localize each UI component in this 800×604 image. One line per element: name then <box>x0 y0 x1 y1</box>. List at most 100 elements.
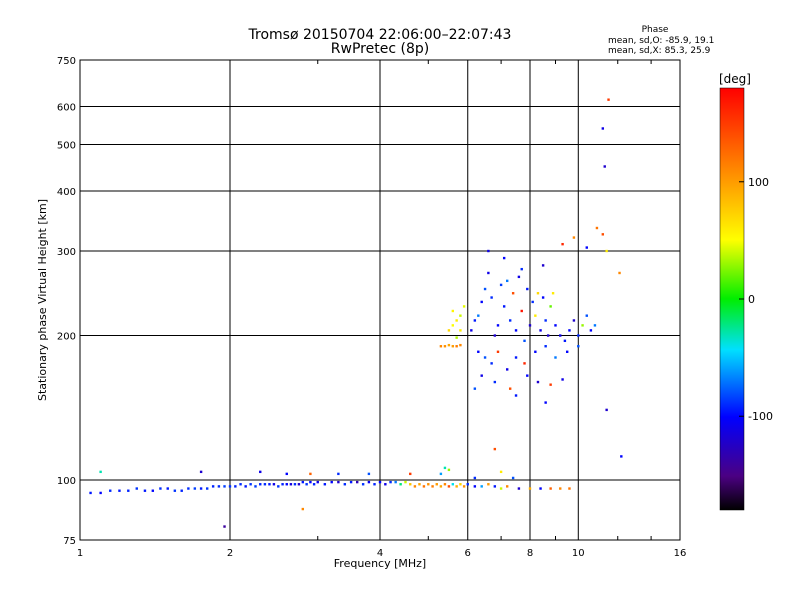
data-point <box>554 356 557 359</box>
data-point <box>473 476 477 480</box>
data-point <box>337 480 340 484</box>
data-point <box>577 345 580 348</box>
data-point <box>549 383 552 386</box>
data-point <box>337 472 340 476</box>
data-point <box>159 487 162 490</box>
plot-frame <box>79 59 681 541</box>
data-point <box>301 507 305 511</box>
data-point <box>462 485 466 488</box>
data-point <box>373 483 376 486</box>
data-point <box>605 408 608 412</box>
data-point <box>493 380 497 384</box>
data-point <box>490 296 493 299</box>
data-point <box>549 305 552 308</box>
data-point <box>595 226 599 230</box>
y-tick-label: 200 <box>57 332 76 343</box>
data-point <box>135 487 138 490</box>
data-point <box>343 483 347 486</box>
data-point <box>534 314 537 317</box>
data-point <box>413 485 417 488</box>
data-point <box>561 242 564 246</box>
data-point <box>531 300 534 304</box>
data-point <box>601 127 605 130</box>
data-point <box>603 165 606 168</box>
data-point <box>565 350 569 353</box>
data-point <box>520 267 523 271</box>
data-point <box>499 487 503 490</box>
data-point <box>151 489 155 492</box>
data-point <box>483 287 487 291</box>
data-point <box>549 487 552 490</box>
data-point <box>431 485 434 488</box>
data-point <box>508 387 512 390</box>
data-point <box>205 487 209 490</box>
data-point <box>166 487 169 490</box>
data-point <box>493 447 497 451</box>
data-point <box>511 292 515 295</box>
phase-o-stats: mean, sd,O: -85.9, 19.1 <box>608 36 714 46</box>
colorbar-tick-label: 100 <box>748 176 769 189</box>
data-point <box>536 380 540 384</box>
data-point <box>466 483 469 486</box>
data-point <box>361 483 365 486</box>
data-point <box>330 480 333 484</box>
data-point <box>605 249 608 253</box>
data-point <box>473 387 477 390</box>
data-point <box>99 470 102 474</box>
data-point <box>409 472 412 476</box>
data-point <box>455 319 458 322</box>
y-axis-label: Stationary phase Virtual Height [km] <box>36 199 49 401</box>
data-point <box>389 480 392 484</box>
data-point <box>285 483 288 486</box>
phase-x-stats: mean, sd,X: 85.3, 25.9 <box>608 46 711 56</box>
chart-title-line1: Tromsø 20150704 22:06:00–22:07:43 <box>248 27 512 43</box>
x-tick-label: 10 <box>572 548 585 559</box>
data-point <box>455 345 458 348</box>
data-point <box>272 483 276 486</box>
data-point <box>193 487 197 490</box>
data-point <box>427 483 430 486</box>
data-point <box>618 271 621 275</box>
data-point <box>127 489 130 492</box>
data-point <box>528 487 532 490</box>
data-point <box>459 314 462 317</box>
data-point <box>259 470 262 474</box>
data-point <box>508 319 512 322</box>
phase-heading: Phase <box>642 25 669 35</box>
data-point <box>499 470 503 474</box>
data-point <box>268 483 271 486</box>
x-tick-label: 4 <box>377 548 383 559</box>
data-point <box>601 233 605 236</box>
grid-lines <box>80 60 680 540</box>
data-point <box>620 455 623 458</box>
data-point <box>568 487 571 490</box>
data-point <box>511 476 515 480</box>
data-point <box>459 483 462 486</box>
data-point <box>355 480 359 484</box>
data-point <box>514 394 518 397</box>
data-point <box>517 487 521 490</box>
data-point <box>493 334 497 337</box>
data-point <box>447 343 451 347</box>
data-point <box>451 345 455 348</box>
data-point <box>505 485 509 488</box>
data-point <box>487 483 490 486</box>
y-tick-label: 500 <box>57 141 76 152</box>
data-point <box>301 480 305 484</box>
data-point <box>459 329 462 332</box>
data-point <box>143 489 147 492</box>
data-point <box>217 485 221 488</box>
colorbar-tick-label: 0 <box>748 293 755 306</box>
data-point <box>593 324 597 327</box>
data-point <box>418 483 421 486</box>
data-point <box>293 483 297 486</box>
data-point <box>470 329 473 332</box>
data-point <box>536 292 540 295</box>
data-point <box>505 368 509 371</box>
data-point <box>404 480 407 484</box>
data-point <box>447 485 451 488</box>
data-point <box>259 483 262 486</box>
x-tick-label: 16 <box>674 548 687 559</box>
x-tick-label: 1 <box>77 548 83 559</box>
